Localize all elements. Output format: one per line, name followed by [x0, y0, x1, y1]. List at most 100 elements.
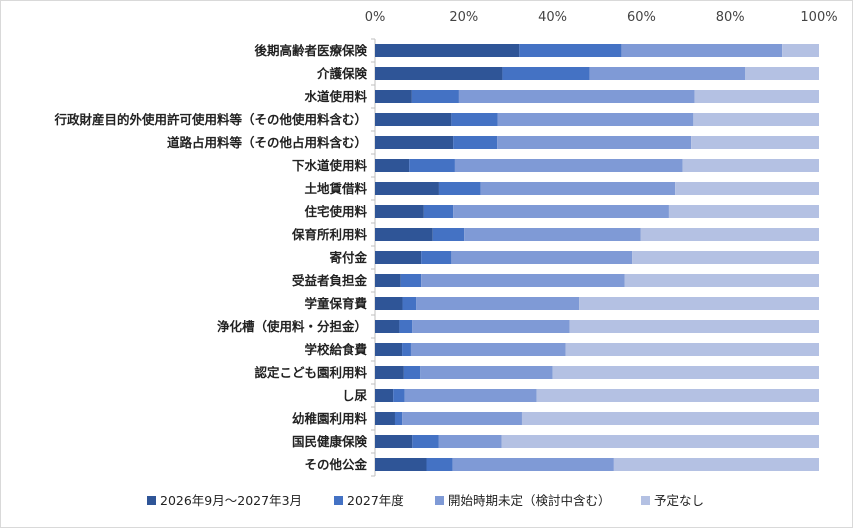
category-label: 学童保育費	[304, 296, 367, 311]
bar-segment	[423, 205, 454, 218]
category-labels: 後期高齢者医療保険介護保険水道使用料行政財産目的外使用許可使用料等（その他使用料…	[53, 43, 367, 472]
bar-segment	[399, 320, 413, 333]
bar-segment	[375, 251, 422, 264]
bar-segment	[375, 228, 433, 241]
bar-segment	[569, 320, 819, 333]
bar-segment	[782, 44, 819, 57]
bar-segment	[416, 297, 580, 310]
bar-segment	[589, 67, 746, 80]
bar-segment	[632, 251, 819, 264]
x-axis-ticks: 0% 20% 40% 60% 80% 100%	[365, 10, 838, 25]
x-tick-label: 100%	[800, 10, 837, 25]
bar-segment	[421, 251, 452, 264]
category-axis	[371, 38, 376, 477]
bar-segment	[640, 228, 819, 241]
x-tick-label: 20%	[449, 10, 478, 25]
bar-segment	[375, 435, 413, 448]
category-label: 寄付金	[329, 250, 367, 265]
category-label: し尿	[342, 388, 368, 403]
bar-segment	[375, 412, 395, 425]
bar-segment	[375, 343, 403, 356]
x-tick-label: 0%	[365, 10, 386, 25]
legend-label: 2026年9月～2027年3月	[160, 493, 302, 508]
category-label: 土地賃借料	[304, 181, 367, 196]
bar-segment	[464, 228, 641, 241]
bar-segment	[694, 90, 819, 103]
category-label: その他公金	[304, 457, 367, 472]
bar-segment	[668, 205, 819, 218]
bar-segment	[375, 113, 452, 126]
bar-segment	[409, 159, 455, 172]
bar-segment	[691, 136, 819, 149]
bar-segment	[375, 366, 404, 379]
category-label: 介護保険	[316, 66, 368, 81]
bar-segment	[412, 320, 570, 333]
bar-segment	[579, 297, 819, 310]
x-tick-label: 80%	[716, 10, 745, 25]
bar-segment	[451, 113, 498, 126]
legend-label: 2027年度	[347, 493, 404, 508]
bar-segment	[438, 435, 502, 448]
bar-segment	[613, 458, 819, 471]
bar-segment	[375, 182, 439, 195]
bar-segment	[421, 274, 625, 287]
category-label: 保育所利用料	[291, 227, 368, 242]
bar-segment	[497, 113, 694, 126]
bar-segment	[426, 458, 453, 471]
category-label: 下水道使用料	[292, 158, 368, 173]
bar-segment	[375, 44, 520, 57]
legend-label: 予定なし	[654, 493, 704, 508]
legend-swatch	[641, 496, 650, 505]
legend-label: 開始時期未定（検討中含む）	[448, 493, 611, 508]
bar-segment	[693, 113, 819, 126]
category-label: 浄化槽（使用料・分担金）	[217, 319, 367, 334]
bar-segment	[420, 366, 553, 379]
bar-segment	[682, 159, 819, 172]
bar-segment	[453, 136, 498, 149]
bar-segment	[375, 274, 401, 287]
bar-segment	[375, 389, 394, 402]
bar-segment	[411, 90, 459, 103]
category-label: 道路占用料等（その他占用料含む）	[167, 135, 367, 150]
category-label: 受益者負担金	[292, 273, 368, 288]
bar-segment	[675, 182, 819, 195]
bar-segment	[458, 90, 695, 103]
bar-segment	[375, 159, 410, 172]
bar-segment	[536, 389, 819, 402]
bar-segment	[375, 67, 503, 80]
bar-segment	[375, 458, 427, 471]
bar-segment	[480, 182, 676, 195]
bar-segment	[624, 274, 819, 287]
legend-swatch	[334, 496, 343, 505]
bar-segment	[393, 389, 405, 402]
bar-segment	[410, 343, 566, 356]
bar-segment	[519, 44, 622, 57]
bar-segment	[452, 458, 614, 471]
bar-segment	[432, 228, 465, 241]
category-label: 幼稚園利用料	[292, 411, 368, 426]
category-label: 水道使用料	[304, 89, 367, 104]
bar-segment	[453, 205, 669, 218]
category-label: 行政財産目的外使用許可使用料等（その他使用料含む）	[53, 112, 367, 127]
bar-segment	[402, 412, 522, 425]
bar-segment	[394, 412, 403, 425]
bar-segment	[404, 389, 537, 402]
category-label: 後期高齢者医療保険	[254, 43, 367, 58]
bar-segment	[375, 90, 412, 103]
category-label: 認定こども園利用料	[254, 365, 367, 380]
bar-segment	[501, 435, 819, 448]
bar-segment	[438, 182, 481, 195]
x-tick-label: 60%	[627, 10, 656, 25]
bar-segment	[552, 366, 819, 379]
bar-segment	[502, 67, 590, 80]
bar-segment	[451, 251, 633, 264]
bar-segment	[375, 297, 403, 310]
category-label: 住宅使用料	[304, 204, 367, 219]
category-label: 国民健康保険	[292, 434, 368, 449]
bar-segment	[375, 136, 454, 149]
bar-segment	[400, 274, 422, 287]
legend-swatch	[147, 496, 156, 505]
bar-segment	[402, 343, 411, 356]
category-label: 学校給食費	[304, 342, 367, 357]
